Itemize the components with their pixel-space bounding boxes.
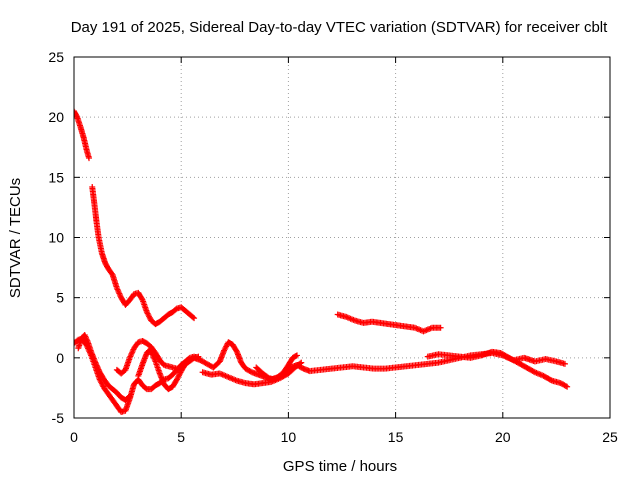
data-point (562, 382, 569, 389)
series-arc-7 (178, 339, 568, 383)
plot-border (73, 56, 611, 419)
data-point (129, 349, 136, 356)
data-point (116, 291, 123, 298)
data-point (127, 352, 134, 359)
data-point (293, 352, 300, 359)
grid-lines (74, 57, 610, 418)
x-axis-label: GPS time / hours (283, 458, 397, 475)
data-point (148, 350, 155, 357)
y-tick-label: 15 (48, 169, 64, 185)
y-axis-label: SDTVAR / TECUs (7, 178, 24, 298)
data-point (116, 290, 123, 297)
y-tick-label: 25 (48, 49, 64, 65)
x-tick-label: 10 (281, 429, 297, 445)
data-point (149, 351, 156, 358)
y-axis-ticks: -5 0 5 10 15 20 25 (48, 49, 610, 426)
data-point (125, 394, 132, 401)
series-arc-8 (199, 359, 305, 388)
data-point (138, 295, 145, 302)
data-point (94, 363, 101, 370)
series-arc-9 (253, 352, 300, 383)
data-point (150, 354, 157, 361)
data-point (126, 354, 133, 361)
y-tick-label: 20 (48, 109, 64, 125)
data-point (292, 353, 299, 360)
y-tick-label: 0 (56, 350, 64, 366)
x-tick-label: 15 (388, 429, 404, 445)
data-point (92, 359, 99, 366)
data-point (113, 285, 120, 292)
x-tick-label: 0 (70, 429, 78, 445)
data-point (126, 393, 133, 400)
data-point (86, 155, 93, 162)
x-tick-label: 5 (177, 429, 185, 445)
data-point (437, 324, 444, 331)
data-series (74, 108, 571, 415)
data-point (94, 365, 101, 372)
data-point (148, 348, 155, 355)
series-arc-4 (75, 331, 133, 403)
x-tick-label: 25 (602, 429, 618, 445)
data-point (151, 355, 158, 362)
data-point (127, 353, 134, 360)
data-point (115, 289, 122, 296)
data-point (114, 286, 121, 293)
data-point (151, 357, 158, 364)
data-point (115, 287, 122, 294)
y-tick-label: 5 (56, 290, 64, 306)
data-point (298, 359, 305, 366)
series-arc-5 (113, 337, 185, 377)
x-tick-label: 20 (495, 429, 511, 445)
data-point (129, 347, 136, 354)
data-point (108, 270, 115, 277)
chart-title: Day 191 of 2025, Sidereal Day-to-day VTE… (71, 19, 608, 36)
series-arc-11 (424, 348, 571, 390)
data-point (128, 350, 135, 357)
y-tick-label: 10 (48, 230, 64, 246)
data-point (547, 377, 554, 384)
series-arc-2 (89, 183, 198, 328)
y-tick-label: -5 (52, 410, 65, 426)
data-point (530, 368, 537, 375)
series-arc-1 (74, 108, 93, 162)
data-point (150, 352, 157, 359)
data-point (189, 314, 196, 321)
data-point (564, 383, 571, 390)
data-point (191, 315, 198, 322)
data-point (93, 361, 100, 368)
data-point (95, 366, 102, 373)
data-point (297, 360, 304, 367)
data-point (93, 362, 100, 369)
data-point (561, 360, 568, 367)
series-arc-10 (334, 311, 444, 335)
data-point (74, 108, 77, 115)
